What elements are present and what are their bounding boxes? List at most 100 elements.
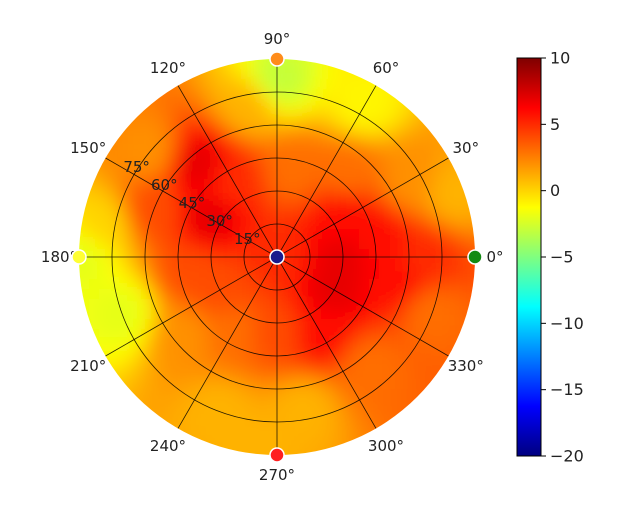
- heatmap-cell: [229, 459, 240, 470]
- heatmap-cell: [109, 409, 120, 420]
- heatmap-cell: [319, 239, 330, 250]
- heatmap-cell: [389, 289, 400, 300]
- heatmap-cell: [279, 159, 290, 170]
- heatmap-cell: [359, 379, 370, 390]
- heatmap-cell: [359, 389, 370, 400]
- heatmap-cell: [349, 349, 360, 360]
- heatmap-cell: [439, 179, 450, 190]
- heatmap-cell: [169, 99, 180, 110]
- heatmap-cell: [149, 349, 160, 360]
- edge-marker: [269, 51, 285, 67]
- heatmap-cell: [59, 199, 70, 210]
- heatmap-cell: [299, 419, 310, 430]
- heatmap-cell: [169, 169, 180, 180]
- heatmap-cell: [489, 279, 500, 290]
- heatmap-cell: [279, 359, 290, 370]
- heatmap-cell: [469, 339, 475, 350]
- heatmap-cell: [429, 459, 440, 470]
- heatmap-cell: [389, 359, 400, 370]
- heatmap-cell: [189, 319, 200, 330]
- heatmap-cell: [299, 429, 310, 440]
- heatmap-cell: [59, 309, 70, 320]
- heatmap-cell: [209, 399, 220, 410]
- heatmap-cell: [369, 229, 380, 240]
- heatmap-cell: [349, 109, 360, 120]
- heatmap-cell: [149, 339, 160, 350]
- heatmap-cell: [429, 149, 440, 160]
- heatmap-cell: [279, 309, 290, 320]
- heatmap-cell: [409, 269, 420, 280]
- heatmap-cell: [469, 269, 475, 280]
- heatmap-cell: [379, 259, 390, 270]
- heatmap-cell: [399, 119, 410, 130]
- heatmap-cell: [429, 159, 440, 170]
- heatmap-cell: [169, 469, 180, 480]
- heatmap-cell: [99, 399, 110, 410]
- heatmap-cell: [309, 179, 320, 190]
- heatmap-cell: [219, 409, 230, 420]
- heatmap-cell: [449, 99, 460, 110]
- heatmap-cell: [79, 189, 90, 200]
- heatmap-cell: [289, 369, 300, 380]
- heatmap-cell: [119, 459, 130, 470]
- heatmap-cell: [429, 429, 440, 440]
- heatmap-cell: [239, 369, 250, 380]
- heatmap-cell: [419, 349, 430, 360]
- heatmap-cell: [219, 379, 230, 390]
- heatmap-cell: [289, 129, 300, 140]
- heatmap-cell: [59, 369, 70, 380]
- heatmap-cell: [429, 419, 440, 430]
- heatmap-cell: [119, 369, 130, 380]
- heatmap-cell: [199, 169, 210, 180]
- heatmap-cell: [219, 139, 230, 150]
- heatmap-cell: [349, 419, 360, 430]
- heatmap-cell: [289, 209, 300, 220]
- heatmap-cell: [89, 249, 100, 260]
- heatmap-cell: [199, 209, 210, 220]
- heatmap-cell: [139, 319, 150, 330]
- heatmap-cell: [359, 359, 370, 370]
- heatmap-cell: [309, 439, 320, 450]
- heatmap-cell: [249, 89, 260, 100]
- heatmap-cell: [259, 279, 270, 290]
- heatmap-cell: [399, 229, 410, 240]
- heatmap-cell: [129, 59, 140, 70]
- heatmap-cell: [239, 219, 250, 230]
- heatmap-cell: [379, 119, 390, 130]
- heatmap-cell: [59, 439, 70, 450]
- heatmap-cell: [299, 439, 310, 450]
- heatmap-cell: [129, 109, 140, 120]
- heatmap-cell: [289, 59, 300, 60]
- heatmap-cell: [329, 129, 340, 140]
- heatmap-cell: [449, 239, 460, 250]
- heatmap-cell: [179, 219, 190, 230]
- heatmap-cell: [249, 179, 260, 190]
- heatmap-cell: [309, 339, 320, 350]
- heatmap-cell: [159, 109, 170, 120]
- heatmap-cell: [359, 299, 370, 310]
- heatmap-cell: [229, 319, 240, 330]
- heatmap-cell: [79, 159, 80, 170]
- heatmap-cell: [439, 199, 450, 210]
- heatmap-cell: [119, 59, 130, 60]
- heatmap-cell: [379, 129, 390, 140]
- heatmap-cell: [179, 209, 190, 220]
- heatmap-cell: [469, 209, 475, 220]
- heatmap-cell: [269, 379, 280, 390]
- heatmap-cell: [189, 229, 200, 240]
- heatmap-cell: [409, 449, 420, 455]
- heatmap-cell: [179, 279, 190, 290]
- heatmap-cell: [459, 119, 470, 130]
- heatmap-cell: [439, 209, 450, 220]
- heatmap-cell: [379, 379, 390, 390]
- heatmap-cell: [249, 159, 260, 170]
- heatmap-cell: [329, 379, 340, 390]
- heatmap-cell: [489, 409, 500, 420]
- heatmap-cell: [329, 319, 340, 330]
- heatmap-cell: [59, 299, 70, 310]
- heatmap-cell: [149, 39, 160, 50]
- heatmap-cell: [139, 129, 150, 140]
- heatmap-cell: [79, 329, 80, 340]
- heatmap-cell: [349, 139, 360, 150]
- heatmap-cell: [389, 329, 400, 340]
